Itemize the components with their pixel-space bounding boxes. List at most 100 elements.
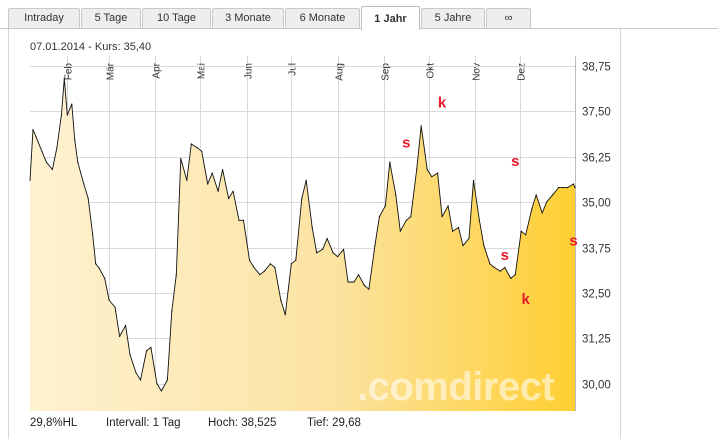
comdirect-watermark: .comdirect [357,365,555,409]
data-point [510,277,512,279]
data-point [156,383,158,385]
data-point [301,197,303,200]
data-point [35,136,37,138]
data-point [552,194,554,196]
data-point [520,230,522,232]
data-point [363,285,366,287]
chart-panel [8,29,621,439]
data-point [32,128,34,131]
data-point [114,306,116,308]
data-point [60,114,63,116]
data-point [139,379,142,381]
data-point [546,201,548,203]
data-point [248,259,251,261]
data-point [416,168,418,171]
data-point [558,187,560,189]
y-tick-label: 32,50 [582,289,611,301]
data-point [305,179,307,181]
data-point [322,248,324,250]
data-point [389,161,391,163]
data-point [541,212,543,214]
data-point [77,161,79,163]
x-tick-label: Aug [335,63,346,81]
data-point [531,208,533,210]
data-point [311,226,313,229]
data-point [259,274,261,276]
data-point [378,216,380,218]
data-point [171,310,173,312]
data-point [92,234,94,236]
data-point [514,274,516,276]
data-point [51,168,54,171]
info-price: Kurs: 35,40 [94,41,152,53]
data-point [457,226,460,229]
x-tick-label: Mär [106,62,117,80]
tab-6-monate[interactable]: 6 Monate [285,8,360,28]
data-point [493,266,495,269]
data-point [201,150,203,152]
data-point [574,187,576,189]
data-point [104,277,106,279]
info-separator: - [88,41,95,53]
y-tick-label: 37,50 [582,107,611,119]
data-point [525,234,527,236]
tab-intraday[interactable]: Intraday [8,8,80,28]
data-point [452,230,454,232]
data-point [562,187,564,189]
data-point [468,237,470,239]
data-point [180,158,182,160]
data-point [368,288,370,290]
data-point [326,237,328,239]
y-tick-label: 35,00 [582,198,611,210]
data-point [384,205,386,207]
y-tick-label: 36,25 [582,153,611,165]
tab-all[interactable]: ∞ [486,8,531,28]
footer-hoch: Hoch: 38,525 [208,417,277,429]
data-point [483,245,485,247]
y-tick-label: 38,75 [582,62,611,74]
x-tick-label: Feb [64,63,75,81]
data-point [472,179,475,181]
data-point [175,274,177,276]
data-point [242,219,245,221]
tab-5-jahre[interactable]: 5 Jahre [421,8,485,28]
y-tick-label: 31,25 [582,334,611,346]
data-point [160,390,162,392]
signal-marker-s: s [511,153,519,170]
data-point [374,245,376,247]
data-point [353,281,355,283]
info-date: 07.01.2014 [30,41,86,53]
data-point [190,143,192,145]
price-info: 07.01.2014 - Kurs: 35,40 [30,41,151,53]
data-point [222,168,224,171]
signal-markers: s k s s k s [402,95,578,308]
data-point [437,172,439,174]
data-point [405,219,407,221]
data-points [29,78,576,392]
data-point [66,114,68,116]
data-point [489,263,491,265]
x-tick-label: Mai [197,63,208,79]
tab-1-jahr[interactable]: 1 Jahr [361,6,420,30]
data-point [295,259,297,261]
data-point [129,354,131,356]
data-point [535,194,537,196]
data-point [290,263,292,265]
tab-3-monate[interactable]: 3 Monate [212,8,284,28]
data-point [98,266,100,269]
data-point [347,281,349,283]
signal-marker-s: s [501,247,509,264]
data-point [332,252,334,254]
data-point [56,147,58,149]
tab-5-tage[interactable]: 5 Tage [81,8,141,28]
tab-10-tage[interactable]: 10 Tage [142,8,211,28]
x-tick-label: Jun [244,63,255,79]
x-tick-label: Apr [152,62,163,78]
y-tick-label: 30,00 [582,380,611,392]
data-point [196,147,198,149]
data-point [166,379,168,381]
data-point [280,299,282,301]
data-point [228,197,230,200]
data-point [343,248,345,250]
